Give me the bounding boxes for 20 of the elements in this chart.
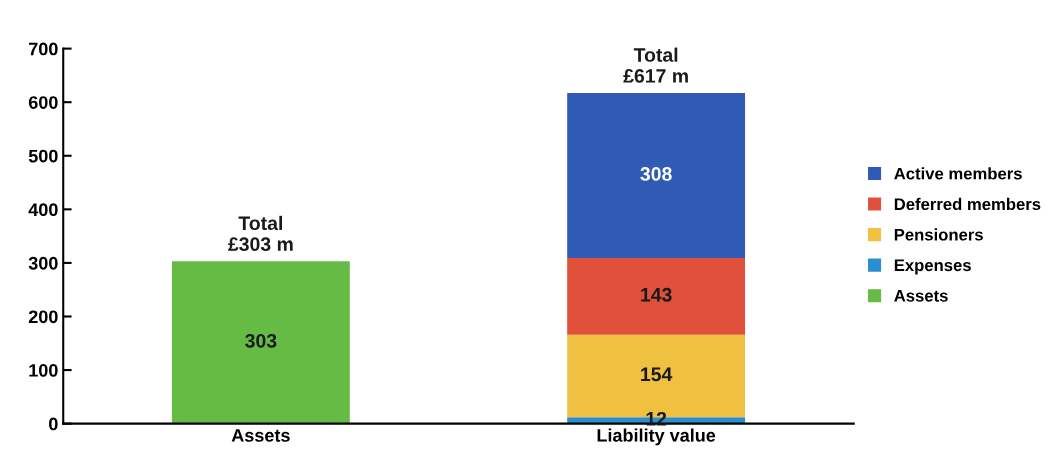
y-tick-label: 500	[28, 149, 58, 163]
y-tick-label: 600	[28, 96, 58, 109]
total-label: Total £617 m	[623, 47, 688, 83]
y-tick-label: 200	[28, 310, 58, 324]
legend-label: Expenses	[894, 259, 971, 275]
y-tick-label: 0	[49, 417, 58, 431]
legend-label: Pensioners	[894, 228, 983, 241]
y-tick-label: 400	[28, 203, 58, 217]
x-tick-label: Liability value	[597, 428, 716, 446]
y-tick-label: 100	[29, 364, 58, 377]
legend-label: Deferred members	[894, 197, 1041, 211]
data-label: 154	[641, 367, 673, 382]
legend-label: Active members	[894, 167, 1022, 180]
total-label: Total £303 m	[228, 215, 293, 252]
data-label: 308	[640, 167, 672, 181]
data-label: 303	[245, 333, 277, 348]
y-tick-label: 700	[29, 42, 58, 56]
legend-label: Assets	[894, 290, 948, 302]
y-tick-label: 300	[28, 256, 58, 270]
data-label: 143	[641, 287, 672, 302]
